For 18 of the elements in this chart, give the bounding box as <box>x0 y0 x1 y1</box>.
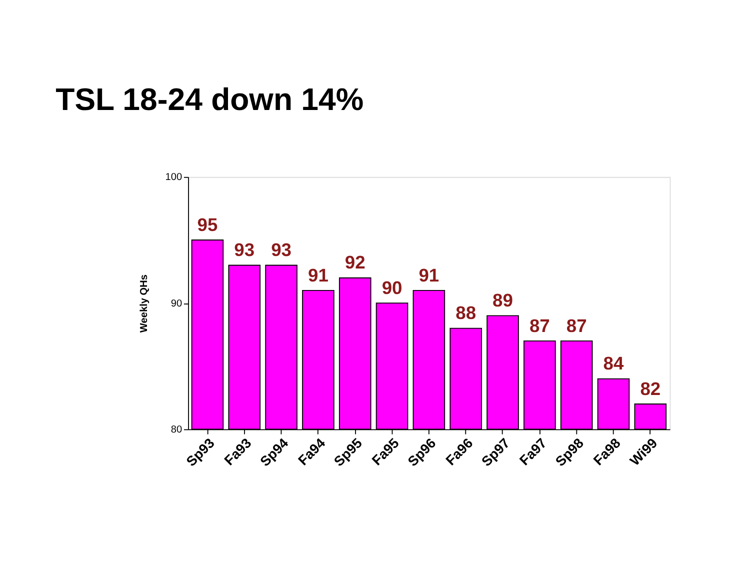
data-label: 84 <box>603 352 624 374</box>
data-label: 93 <box>234 239 255 260</box>
data-label: 91 <box>308 264 328 286</box>
data-label: 90 <box>382 276 402 298</box>
data-label: 87 <box>529 314 550 336</box>
data-label: 95 <box>197 214 218 235</box>
data-label: 93 <box>271 239 292 260</box>
data-label: 88 <box>456 302 476 324</box>
data-label: 92 <box>344 252 366 273</box>
data-label: 82 <box>640 378 661 399</box>
y-tick-label: 80 <box>170 424 183 436</box>
y-axis-title: Weekly QHs <box>138 274 150 333</box>
data-label: 91 <box>418 264 440 286</box>
data-label: 87 <box>566 314 587 336</box>
y-tick-label: 100 <box>165 172 183 184</box>
data-label: 89 <box>492 290 513 311</box>
chart-title: TSL 18-24 down 14% <box>56 82 364 117</box>
y-tick-label: 90 <box>170 298 183 310</box>
